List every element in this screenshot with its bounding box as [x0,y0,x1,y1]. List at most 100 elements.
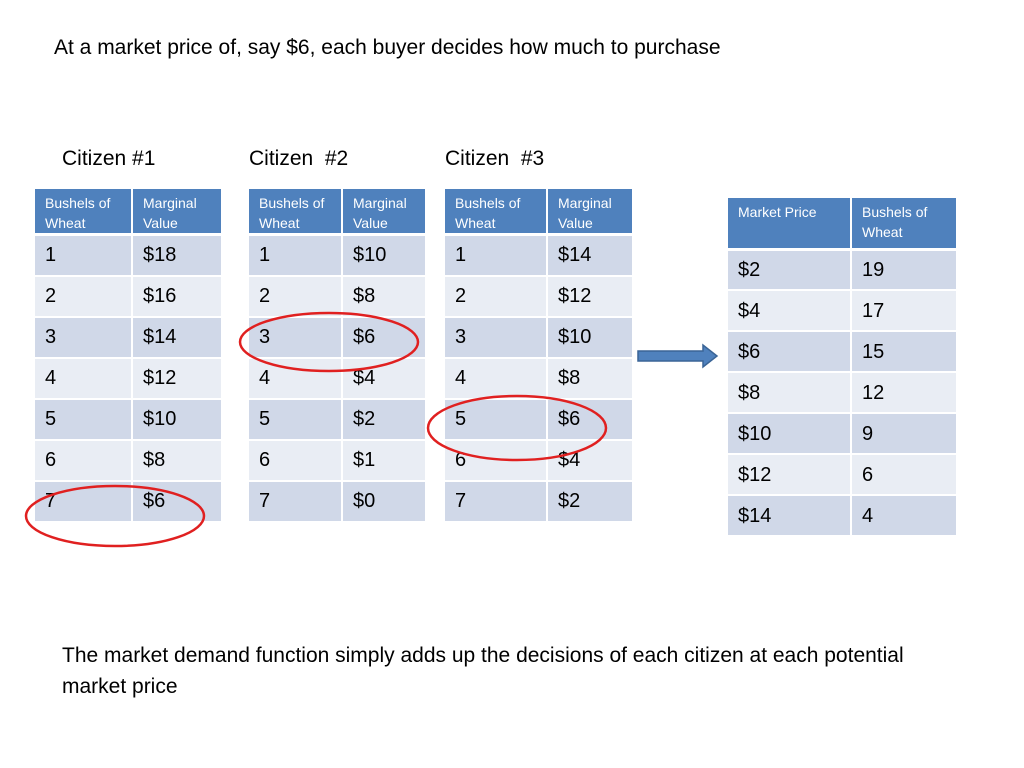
bushels-cell: 4 [33,356,133,400]
price-cell: $6 [726,330,852,373]
value-cell: $6 [131,479,223,523]
table-row: 7 $6 [33,479,223,523]
bushels-cell: 6 [247,438,343,482]
value-cell: $1 [341,438,427,482]
value-cell: $14 [131,315,223,359]
bushels-cell: 2 [247,274,343,318]
table-row: 1 $14 [443,233,634,277]
bushels-cell: 1 [443,233,548,277]
value-cell: $10 [546,315,634,359]
market-demand-table: Market Price Bushels of Wheat $2 19 $4 17 … [726,196,958,537]
quantity-cell: 15 [850,330,958,373]
table-row: $14 4 [726,494,958,537]
bushels-cell: 5 [33,397,133,441]
value-cell: $2 [341,397,427,441]
bushels-cell: 2 [33,274,133,318]
citizen-2-table: Bushels of Wheat Marginal Value 1 $10 2 $8… [247,187,427,523]
bushels-cell: 7 [247,479,343,523]
bushels-cell: 7 [443,479,548,523]
table-row: 4 $8 [443,356,634,400]
table-row: 2 $12 [443,274,634,318]
bushels-cell: 2 [443,274,548,318]
bushels-cell: 1 [33,233,133,277]
table-row: $8 12 [726,371,958,414]
bushels-cell: 6 [33,438,133,482]
price-cell: $12 [726,453,852,496]
quantity-cell: 4 [850,494,958,537]
col-header-marginal-value: Marginal Value [131,187,223,236]
bushels-cell: 1 [247,233,343,277]
table-row: 5 $10 [33,397,223,441]
table-row: $2 19 [726,248,958,291]
bushels-cell: 4 [247,356,343,400]
table-row: 6 $8 [33,438,223,482]
quantity-cell: 12 [850,371,958,414]
bushels-cell: 3 [443,315,548,359]
table-row: $12 6 [726,453,958,496]
table-row: 2 $8 [247,274,427,318]
bushels-cell: 6 [443,438,548,482]
col-header-marginal-value: Marginal Value [546,187,634,236]
value-cell: $6 [546,397,634,441]
value-cell: $8 [546,356,634,400]
citizen-1-label: Citizen #1 [62,147,156,170]
value-cell: $14 [546,233,634,277]
bushels-cell: 3 [247,315,343,359]
value-cell: $4 [546,438,634,482]
quantity-cell: 17 [850,289,958,332]
table-row: 5 $2 [247,397,427,441]
bushels-cell: 5 [247,397,343,441]
col-header-marginal-value: Marginal Value [341,187,427,236]
value-cell: $12 [546,274,634,318]
col-header-bushels: Bushels of Wheat [247,187,343,236]
table-row: 7 $2 [443,479,634,523]
value-cell: $10 [131,397,223,441]
table-row: 7 $0 [247,479,427,523]
price-cell: $4 [726,289,852,332]
citizen-3-table: Bushels of Wheat Marginal Value 1 $14 2 $1… [443,187,634,523]
table-row: 4 $4 [247,356,427,400]
value-cell: $6 [341,315,427,359]
price-cell: $8 [726,371,852,414]
value-cell: $8 [341,274,427,318]
table-row: 3 $10 [443,315,634,359]
table-row: 3 $14 [33,315,223,359]
bushels-cell: 7 [33,479,133,523]
col-header-bushels: Bushels of Wheat [850,196,958,251]
table-row: 6 $4 [443,438,634,482]
table-row: $4 17 [726,289,958,332]
value-cell: $16 [131,274,223,318]
value-cell: $18 [131,233,223,277]
citizen-2-label: Citizen #2 [249,147,349,170]
table-row: 6 $1 [247,438,427,482]
slide-heading: At a market price of, say $6, each buyer… [54,36,721,59]
right-arrow-icon [637,343,719,369]
quantity-cell: 9 [850,412,958,455]
bushels-cell: 4 [443,356,548,400]
table-row: $10 9 [726,412,958,455]
bushels-cell: 3 [33,315,133,359]
col-header-bushels: Bushels of Wheat [443,187,548,236]
col-header-market-price: Market Price [726,196,852,251]
col-header-bushels: Bushels of Wheat [33,187,133,236]
citizen-3-label: Citizen #3 [445,147,545,170]
table-row: 1 $10 [247,233,427,277]
table-row: 5 $6 [443,397,634,441]
quantity-cell: 6 [850,453,958,496]
value-cell: $8 [131,438,223,482]
table-row: 3 $6 [247,315,427,359]
price-cell: $14 [726,494,852,537]
table-row: 1 $18 [33,233,223,277]
price-cell: $10 [726,412,852,455]
citizen-1-table: Bushels of Wheat Marginal Value 1 $18 2 $1… [33,187,223,523]
price-cell: $2 [726,248,852,291]
table-row: 4 $12 [33,356,223,400]
bushels-cell: 5 [443,397,548,441]
table-row: $6 15 [726,330,958,373]
value-cell: $2 [546,479,634,523]
quantity-cell: 19 [850,248,958,291]
slide-footer-text: The market demand function simply adds u… [62,644,904,698]
value-cell: $10 [341,233,427,277]
value-cell: $0 [341,479,427,523]
table-row: 2 $16 [33,274,223,318]
